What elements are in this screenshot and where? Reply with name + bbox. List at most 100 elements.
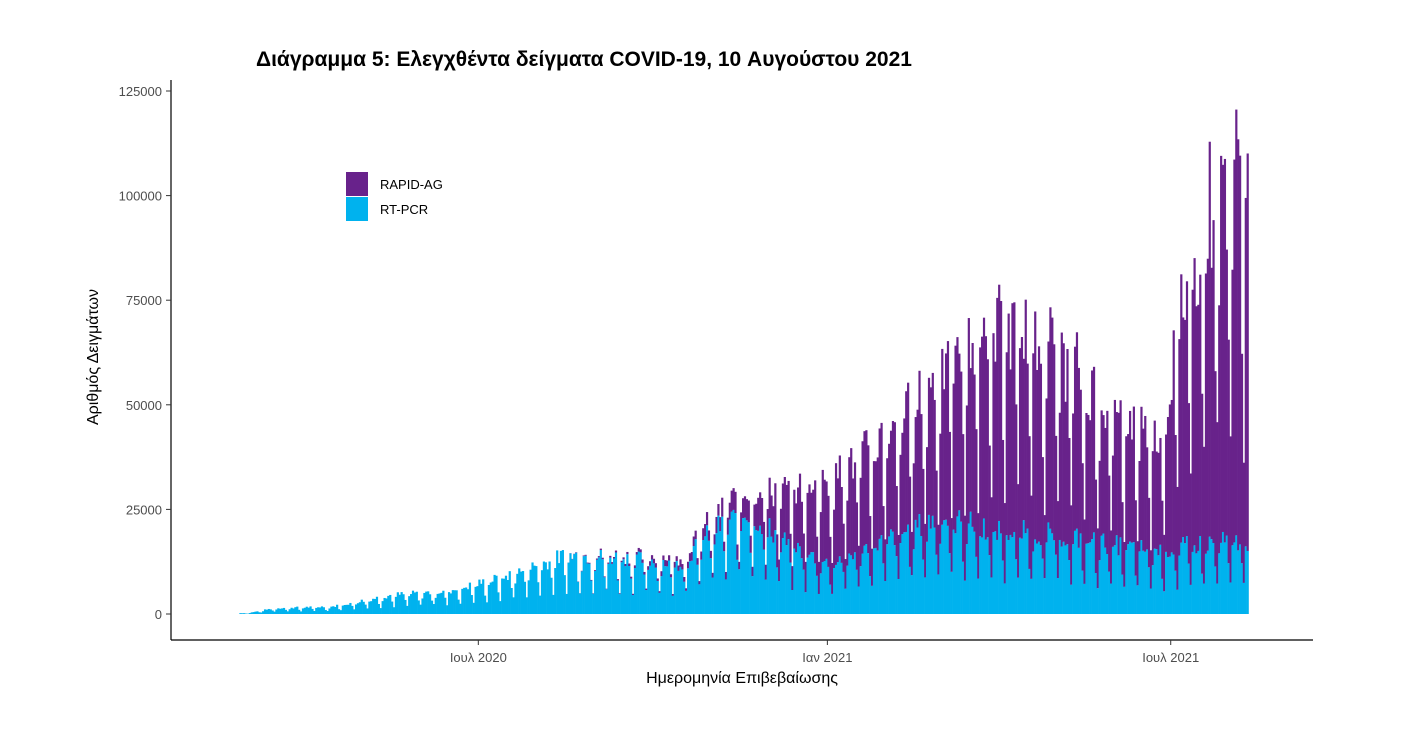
bar-rt-pcr xyxy=(1036,544,1038,614)
bar-rt-pcr xyxy=(262,611,264,614)
bar-rapid-ag xyxy=(755,504,757,530)
bar-rt-pcr xyxy=(1064,545,1066,614)
bar-rt-pcr xyxy=(863,546,865,614)
bar-rapid-ag xyxy=(873,461,875,548)
bar-rt-pcr xyxy=(630,578,632,614)
bar-rt-pcr xyxy=(1146,549,1148,614)
bar-rt-pcr xyxy=(877,550,879,614)
bar-rapid-ag xyxy=(710,551,712,558)
bar-rt-pcr xyxy=(304,608,306,614)
bar-rapid-ag xyxy=(1093,367,1095,533)
bar-rapid-ag xyxy=(994,362,996,532)
legend: RAPID-AG RT-PCR xyxy=(346,172,443,221)
bar-rt-pcr xyxy=(717,516,719,614)
bar-rt-pcr xyxy=(641,563,643,614)
bar-rapid-ag xyxy=(1112,456,1114,547)
bar-rapid-ag xyxy=(1047,342,1049,523)
y-axis-title: Αριθμός Δειγμάτων xyxy=(85,289,102,425)
bar-rt-pcr xyxy=(776,567,778,614)
bar-rt-pcr xyxy=(1152,565,1154,614)
bar-rapid-ag xyxy=(949,432,951,553)
bar-rapid-ag xyxy=(782,483,784,538)
bar-rapid-ag xyxy=(691,552,693,561)
bar-rt-pcr xyxy=(1163,591,1165,614)
bar-rt-pcr xyxy=(655,568,657,614)
bar-rt-pcr xyxy=(522,571,524,614)
bar-rapid-ag xyxy=(1114,400,1116,545)
bar-rt-pcr xyxy=(442,591,444,614)
bar-rapid-ag xyxy=(915,417,917,520)
bar-rt-pcr xyxy=(1140,540,1142,614)
bar-rt-pcr xyxy=(947,526,949,614)
bar-rapid-ag xyxy=(772,506,774,542)
bar-rt-pcr xyxy=(1135,576,1137,614)
bar-rapid-ag xyxy=(1171,400,1173,552)
bar-rapid-ag xyxy=(619,593,621,594)
bar-rapid-ag xyxy=(751,567,753,576)
bar-rt-pcr xyxy=(1112,547,1114,614)
bar-rt-pcr xyxy=(308,608,310,614)
bar-rt-pcr xyxy=(336,605,338,614)
bar-rapid-ag xyxy=(1002,440,1004,560)
bar-rapid-ag xyxy=(837,478,839,562)
bar-rapid-ag xyxy=(757,498,759,531)
bar-rt-pcr xyxy=(1017,578,1019,614)
bar-rt-pcr xyxy=(736,560,738,614)
bar-rt-pcr xyxy=(1102,534,1104,614)
bar-rt-pcr xyxy=(514,583,516,614)
bar-rapid-ag xyxy=(824,480,826,561)
bar-rapid-ag xyxy=(1176,487,1178,590)
bar-rapid-ag xyxy=(1127,434,1129,544)
bar-rapid-ag xyxy=(1230,436,1232,582)
bar-rt-pcr xyxy=(566,594,568,614)
bar-rt-pcr xyxy=(1038,542,1040,614)
bar-rapid-ag xyxy=(1019,348,1021,538)
bar-rt-pcr xyxy=(708,541,710,614)
bar-rt-pcr xyxy=(1150,589,1152,614)
bar-rt-pcr xyxy=(653,563,655,614)
bar-rt-pcr xyxy=(482,579,484,614)
bar-rt-pcr xyxy=(1233,542,1235,614)
bar-rt-pcr xyxy=(334,607,336,614)
bar-rt-pcr xyxy=(545,562,547,614)
bar-rt-pcr xyxy=(888,536,890,614)
bar-rt-pcr xyxy=(1110,584,1112,614)
bar-rt-pcr xyxy=(575,553,577,614)
bar-rapid-ag xyxy=(1097,528,1099,588)
bar-rapid-ag xyxy=(1108,476,1110,572)
bar-rapid-ag xyxy=(1068,438,1070,560)
bar-rt-pcr xyxy=(962,562,964,614)
bar-rt-pcr xyxy=(512,597,514,614)
bar-rapid-ag xyxy=(835,463,837,565)
bar-rt-pcr xyxy=(1209,537,1211,614)
bar-rapid-ag xyxy=(968,318,970,523)
bar-rapid-ag xyxy=(636,552,638,555)
bar-rt-pcr xyxy=(674,568,676,614)
bar-rapid-ag xyxy=(647,566,649,570)
bar-rt-pcr xyxy=(401,592,403,614)
bar-rapid-ag xyxy=(588,563,590,564)
bar-rapid-ag xyxy=(1118,413,1120,556)
bar-rt-pcr xyxy=(1247,551,1249,614)
bar-rt-pcr xyxy=(702,540,704,614)
bar-rapid-ag xyxy=(734,492,736,513)
bar-rt-pcr xyxy=(372,599,374,614)
bar-rapid-ag xyxy=(600,549,602,550)
bar-rt-pcr xyxy=(590,581,592,614)
bar-rt-pcr xyxy=(1009,535,1011,614)
bar-rt-pcr xyxy=(636,555,638,614)
bar-rapid-ag xyxy=(1165,435,1167,552)
bar-rt-pcr xyxy=(843,572,845,614)
bar-rt-pcr xyxy=(1080,533,1082,614)
bar-rapid-ag xyxy=(1042,457,1044,559)
bar-rapid-ag xyxy=(924,524,926,578)
bar-rt-pcr xyxy=(1176,590,1178,614)
bar-rapid-ag xyxy=(909,477,911,567)
bar-rt-pcr xyxy=(425,592,427,614)
legend-label-rapid-ag: RAPID-AG xyxy=(380,177,443,192)
bar-rt-pcr xyxy=(951,572,953,614)
bar-rapid-ag xyxy=(843,524,845,572)
bar-rt-pcr xyxy=(605,589,607,614)
bar-rapid-ag xyxy=(1051,318,1053,534)
